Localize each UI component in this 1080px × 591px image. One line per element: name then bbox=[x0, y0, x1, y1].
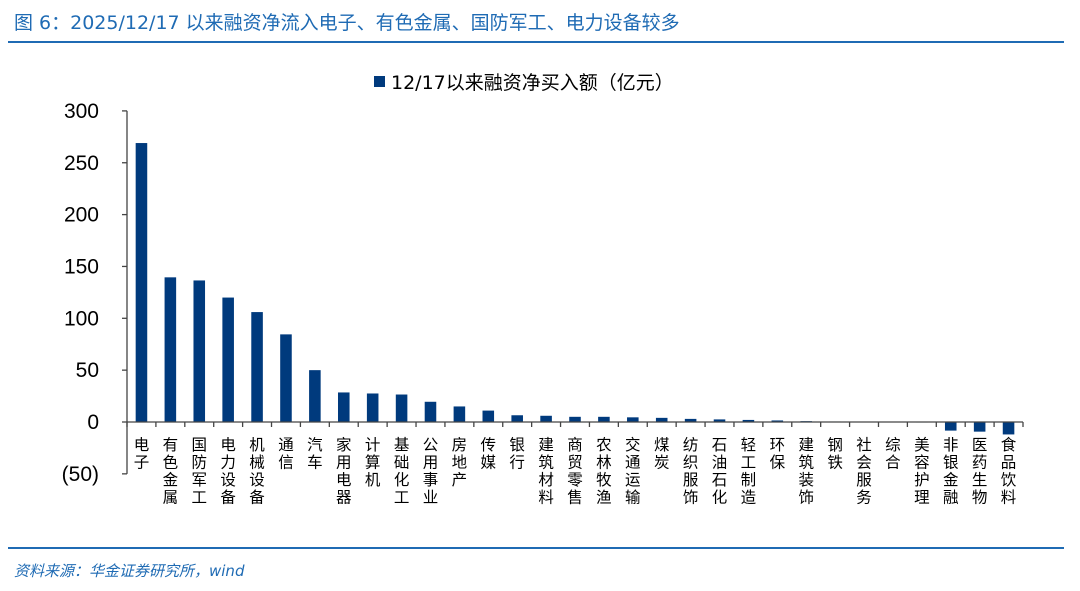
bar bbox=[1002, 422, 1015, 435]
x-tick-label: 综合 bbox=[885, 436, 901, 472]
x-tick-label: 公用事业 bbox=[423, 436, 439, 507]
x-tick-label: 基础化工 bbox=[394, 436, 410, 507]
x-tick-label: 电力设备 bbox=[220, 436, 236, 507]
bar bbox=[453, 406, 466, 422]
x-tick-label: 家用电器 bbox=[336, 436, 352, 507]
y-tick-label: 250 bbox=[64, 152, 99, 175]
y-tick-label: (50) bbox=[62, 463, 99, 486]
x-tick-label: 美容护理 bbox=[914, 436, 930, 507]
y-tick-label: 300 bbox=[64, 100, 99, 123]
bar bbox=[337, 392, 350, 422]
bar bbox=[627, 417, 639, 422]
bar bbox=[598, 416, 610, 422]
x-axis: 电子有色金属国防军工电力设备机械设备通信汽车家用电器计算机基础化工公用事业房地产… bbox=[126, 421, 1024, 507]
x-tick-label: 传媒 bbox=[481, 436, 497, 472]
bar bbox=[684, 418, 697, 422]
bar bbox=[771, 420, 784, 422]
x-tick-label: 有色金属 bbox=[163, 436, 179, 507]
title-divider bbox=[8, 41, 1064, 43]
bar bbox=[309, 370, 321, 422]
y-tick-label: 0 bbox=[87, 411, 99, 434]
y-tick-label: 50 bbox=[76, 359, 99, 382]
x-tick-label: 房地产 bbox=[452, 436, 468, 489]
bar bbox=[395, 394, 408, 422]
x-tick-label: 电子 bbox=[134, 436, 150, 472]
x-tick-label: 社会服务 bbox=[856, 436, 872, 507]
bar bbox=[193, 280, 206, 422]
x-tick-label: 计算机 bbox=[365, 436, 381, 489]
y-tick-label: 200 bbox=[64, 204, 99, 227]
bar bbox=[164, 277, 177, 422]
x-tick-label: 石油石化 bbox=[712, 436, 728, 507]
x-tick-label: 建筑材料 bbox=[538, 436, 554, 507]
bar bbox=[569, 416, 581, 422]
x-tick-label: 食品饮料 bbox=[1001, 436, 1017, 507]
x-tick-label: 机械设备 bbox=[249, 436, 265, 507]
x-tick-label: 医药生物 bbox=[972, 436, 988, 507]
y-axis: (50) 0 50 100 150 200 250 300 bbox=[62, 100, 128, 486]
x-tick-label: 汽车 bbox=[307, 436, 323, 472]
bar bbox=[482, 410, 495, 422]
x-tick-label: 国防军工 bbox=[192, 436, 208, 507]
x-tick-label: 交通运输 bbox=[625, 436, 641, 507]
legend: 12/17以来融资净买入额（亿元） bbox=[374, 72, 674, 94]
legend-swatch bbox=[374, 76, 385, 87]
bar bbox=[655, 417, 668, 422]
y-tick-label: 150 bbox=[64, 255, 99, 278]
bar bbox=[280, 334, 292, 422]
bar bbox=[222, 297, 234, 422]
x-tick-label: 银行 bbox=[509, 436, 525, 472]
x-tick-label: 纺织服饰 bbox=[683, 436, 699, 507]
bar bbox=[424, 401, 437, 422]
bar bbox=[251, 312, 263, 422]
y-tick-label: 100 bbox=[64, 307, 99, 330]
bars bbox=[135, 143, 1015, 435]
x-tick-label: 通信 bbox=[278, 436, 294, 472]
bar bbox=[973, 422, 986, 432]
legend-label: 12/17以来融资净买入额（亿元） bbox=[391, 72, 674, 94]
source-note: 资料来源：华金证券研究所，wind bbox=[14, 562, 245, 580]
x-tick-label: 建筑装饰 bbox=[798, 436, 814, 507]
x-tick-label: 农林牧渔 bbox=[596, 436, 612, 507]
x-tick-label: 环保 bbox=[770, 436, 786, 472]
footer-divider bbox=[8, 547, 1064, 549]
bar bbox=[511, 415, 523, 422]
figure-title: 图 6：2025/12/17 以来融资净流入电子、有色金属、国防军工、电力设备较… bbox=[14, 12, 680, 34]
bar bbox=[742, 419, 755, 422]
x-tick-label: 煤炭 bbox=[654, 436, 670, 472]
bar bbox=[540, 415, 552, 422]
x-tick-label: 商贸零售 bbox=[567, 436, 583, 507]
bar bbox=[713, 419, 726, 422]
bar bbox=[366, 393, 379, 422]
bar bbox=[135, 143, 148, 422]
x-tick-label: 非银金融 bbox=[943, 436, 959, 507]
bar bbox=[944, 422, 957, 431]
x-tick-label: 钢铁 bbox=[827, 436, 843, 472]
x-tick-label: 轻工制造 bbox=[741, 436, 757, 507]
